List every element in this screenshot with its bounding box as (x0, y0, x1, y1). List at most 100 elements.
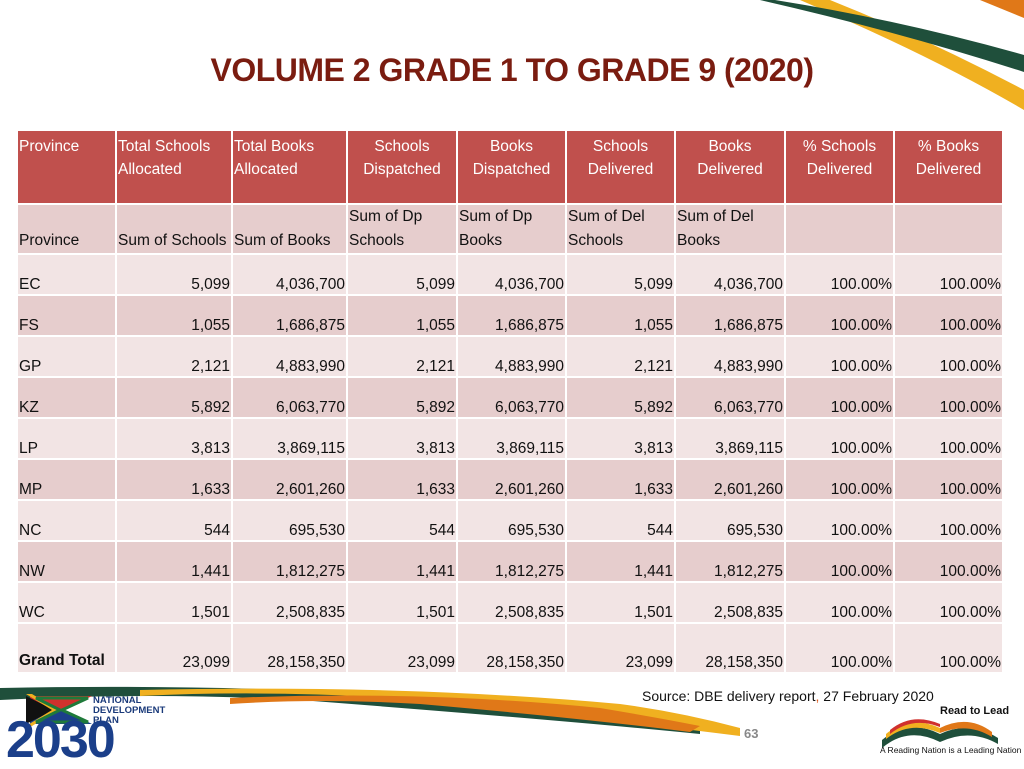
table-row: FS 1,055 1,686,875 1,055 1,686,875 1,055 1,686… (18, 295, 1004, 337)
table-row: KZ 5,892 6,063,770 5,892 6,063,770 5,892 6,063… (18, 377, 1004, 419)
header-cell: Total Books Allocated (232, 131, 348, 205)
value-cell: 5,099 (116, 254, 233, 296)
province-cell: FS (18, 295, 117, 337)
province-cell: KZ (18, 377, 117, 419)
total-cell: 28,158,350 (675, 623, 786, 674)
value-cell: 100.00% (894, 254, 1004, 296)
subheader-cell: Sum of Del Schools (566, 204, 676, 255)
header-cell: Schools Delivered (566, 131, 676, 205)
value-cell: 1,812,275 (457, 541, 567, 583)
value-cell: 1,055 (566, 295, 676, 337)
grand-total-row: Grand Total 23,099 28,158,350 23,099 28,… (18, 623, 1004, 674)
province-cell: GP (18, 336, 117, 378)
subheader-cell: Sum of Dp Books (457, 204, 567, 255)
table-row: NW 1,441 1,812,275 1,441 1,812,275 1,441 1,812… (18, 541, 1004, 583)
delivery-table: Province Total Schools Allocated Total B… (18, 131, 1004, 674)
value-cell: 100.00% (785, 500, 895, 542)
subheader-cell: Sum of Dp Schools (347, 204, 458, 255)
value-cell: 1,055 (116, 295, 233, 337)
ndp-line: PLAN (93, 715, 119, 726)
value-cell: 2,601,260 (675, 459, 786, 501)
value-cell: 1,501 (347, 582, 458, 624)
subheader-cell: Province (18, 204, 117, 255)
value-cell: 1,441 (566, 541, 676, 583)
value-cell: 5,892 (347, 377, 458, 419)
value-cell: 1,633 (116, 459, 233, 501)
province-cell: NW (18, 541, 117, 583)
value-cell: 1,633 (566, 459, 676, 501)
value-cell: 100.00% (894, 500, 1004, 542)
header-cell: Books Dispatched (457, 131, 567, 205)
subheader-cell: Sum of Schools (116, 204, 233, 255)
value-cell: 2,508,835 (232, 582, 348, 624)
province-cell: NC (18, 500, 117, 542)
subheader-row: Province Sum of Schools Sum of Books Sum… (18, 204, 1004, 255)
value-cell: 100.00% (785, 254, 895, 296)
source-prefix: Source: DBE delivery report (642, 688, 816, 704)
value-cell: 100.00% (894, 336, 1004, 378)
value-cell: 100.00% (785, 541, 895, 583)
table-row: GP 2,121 4,883,990 2,121 4,883,990 2,121 4,883… (18, 336, 1004, 378)
value-cell: 1,441 (347, 541, 458, 583)
value-cell: 100.00% (894, 541, 1004, 583)
read-to-lead-tagline: A Reading Nation is a Leading Nation (880, 745, 1022, 755)
subheader-cell: Sum of Books (232, 204, 348, 255)
value-cell: 2,121 (116, 336, 233, 378)
value-cell: 3,813 (116, 418, 233, 460)
value-cell: 1,441 (116, 541, 233, 583)
header-cell: Books Delivered (675, 131, 786, 205)
header-cell: Total Schools Allocated (116, 131, 233, 205)
header-row: Province Total Schools Allocated Total B… (18, 131, 1004, 205)
header-cell: % Books Delivered (894, 131, 1004, 205)
ndp-line: DEVELOPMENT (93, 705, 166, 716)
total-cell: 23,099 (566, 623, 676, 674)
value-cell: 3,869,115 (675, 418, 786, 460)
source-note: Source: DBE delivery report, 27 February… (642, 688, 934, 704)
source-comma: , (815, 688, 820, 704)
total-cell: 23,099 (347, 623, 458, 674)
table-row: NC 544 695,530 544 695,530 544 695,530 100.00% 1… (18, 500, 1004, 542)
total-cell: 100.00% (894, 623, 1004, 674)
value-cell: 544 (347, 500, 458, 542)
value-cell: 2,601,260 (232, 459, 348, 501)
value-cell: 1,501 (116, 582, 233, 624)
value-cell: 4,036,700 (457, 254, 567, 296)
read-to-lead-title: Read to Lead (940, 705, 1010, 717)
ndp-logo-year: 2030 (6, 711, 116, 769)
value-cell: 1,686,875 (675, 295, 786, 337)
province-cell: WC (18, 582, 117, 624)
value-cell: 4,036,700 (675, 254, 786, 296)
value-cell: 100.00% (785, 336, 895, 378)
value-cell: 2,508,835 (457, 582, 567, 624)
value-cell: 695,530 (232, 500, 348, 542)
header-cell: Province (18, 131, 117, 205)
value-cell: 5,892 (566, 377, 676, 419)
header-cell: % Schools Delivered (785, 131, 895, 205)
value-cell: 1,055 (347, 295, 458, 337)
value-cell: 695,530 (675, 500, 786, 542)
value-cell: 2,121 (347, 336, 458, 378)
value-cell: 4,036,700 (232, 254, 348, 296)
read-to-lead-book-icon (882, 719, 998, 748)
value-cell: 100.00% (785, 459, 895, 501)
total-cell: 28,158,350 (457, 623, 567, 674)
value-cell: 100.00% (894, 582, 1004, 624)
value-cell: 544 (566, 500, 676, 542)
value-cell: 4,883,990 (675, 336, 786, 378)
value-cell: 2,601,260 (457, 459, 567, 501)
subheader-cell: Sum of Del Books (675, 204, 786, 255)
value-cell: 100.00% (785, 582, 895, 624)
table-row: WC 1,501 2,508,835 1,501 2,508,835 1,501 2,508… (18, 582, 1004, 624)
province-cell: LP (18, 418, 117, 460)
slide-title: VOLUME 2 GRADE 1 TO GRADE 9 (2020) (210, 52, 815, 88)
value-cell: 100.00% (785, 418, 895, 460)
value-cell: 4,883,990 (232, 336, 348, 378)
total-cell: 100.00% (785, 623, 895, 674)
value-cell: 100.00% (894, 295, 1004, 337)
value-cell: 100.00% (894, 459, 1004, 501)
table-row: LP 3,813 3,869,115 3,813 3,869,115 3,813 3,869… (18, 418, 1004, 460)
value-cell: 6,063,770 (232, 377, 348, 419)
ndp-flag-icon (26, 694, 92, 726)
total-cell: 28,158,350 (232, 623, 348, 674)
value-cell: 6,063,770 (457, 377, 567, 419)
